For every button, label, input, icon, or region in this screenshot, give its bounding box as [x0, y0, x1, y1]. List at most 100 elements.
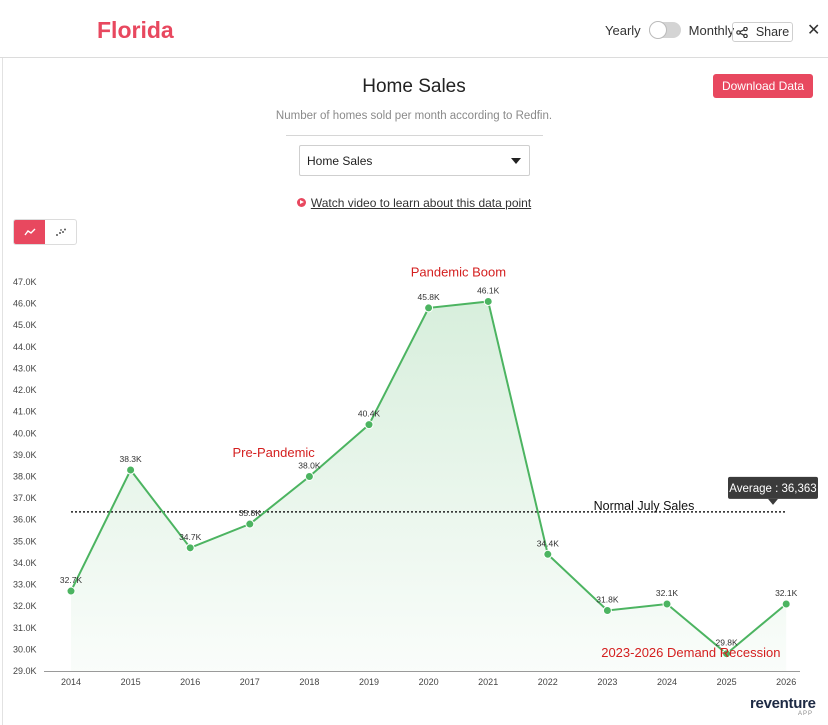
- y-axis: 29.0K 30.0K 31.0K 32.0K 33.0K 34.0K 35.0K 36.0K…: [13, 277, 37, 676]
- y-tick-label: 37.0K: [13, 493, 37, 503]
- data-point: [364, 420, 374, 430]
- title-divider: [286, 135, 543, 136]
- x-tick-label: 2023: [597, 677, 617, 687]
- data-point: [245, 519, 255, 529]
- watch-video-text: Watch video to learn about this data poi…: [310, 196, 532, 210]
- data-labels: 32.7K 38.3K 34.7K 35.8K 38.0K 40.4K 45.8K 46.1K…: [60, 285, 798, 647]
- y-tick-label: 36.0K: [13, 515, 37, 525]
- data-point: [602, 605, 612, 615]
- data-label: 32.7K: [60, 575, 83, 585]
- watch-video-link[interactable]: Watch video to learn about this data poi…: [0, 196, 828, 210]
- y-tick-label: 34.0K: [13, 558, 37, 568]
- share-icon: [736, 26, 748, 38]
- annotation-label: Pre-Pandemic: [232, 445, 315, 460]
- metric-dropdown-value: Home Sales: [307, 153, 373, 168]
- data-label: 35.8K: [239, 508, 262, 518]
- chart-panel: [2, 58, 828, 725]
- x-tick-label: 2024: [657, 677, 677, 687]
- yearly-label[interactable]: Yearly: [605, 22, 641, 38]
- scatter-view-button[interactable]: [45, 220, 76, 244]
- data-point: [483, 296, 493, 306]
- average-tooltip-box: [728, 476, 818, 499]
- x-tick-label: 2026: [776, 677, 796, 687]
- area-fill: [71, 301, 787, 671]
- y-tick-label: 35.0K: [13, 536, 37, 546]
- data-label: 38.0K: [298, 461, 321, 471]
- x-tick-label: 2020: [419, 677, 439, 687]
- y-tick-label: 31.0K: [13, 623, 37, 633]
- data-label: 38.3K: [119, 454, 142, 464]
- x-tick-label: 2015: [121, 677, 141, 687]
- chart-view-toggle: [13, 219, 77, 245]
- data-label: 32.1K: [656, 588, 679, 598]
- y-tick-label: 47.0K: [13, 277, 37, 287]
- data-label: 40.4K: [358, 409, 381, 419]
- y-tick-label: 32.0K: [13, 601, 37, 611]
- play-icon: [296, 198, 306, 208]
- caret-down-icon: [511, 158, 521, 164]
- toggle-knob: [648, 21, 667, 39]
- x-tick-label: 2021: [478, 677, 498, 687]
- data-label: 34.7K: [179, 532, 202, 542]
- annotations: Pandemic Boom Pre-Pandemic 2023-2026 Deman…: [232, 265, 780, 660]
- data-label: 46.1K: [477, 285, 500, 295]
- data-point: [781, 599, 791, 609]
- data-point: [543, 549, 553, 559]
- metric-dropdown[interactable]: Home Sales: [299, 145, 530, 176]
- y-tick-label: 33.0K: [13, 580, 37, 590]
- data-point: [126, 465, 136, 475]
- close-icon[interactable]: ✕: [807, 22, 821, 39]
- download-data-button[interactable]: Download Data: [713, 74, 813, 98]
- y-tick-label: 30.0K: [13, 644, 37, 654]
- data-point: [66, 586, 76, 596]
- chart-title: Home Sales: [362, 76, 466, 97]
- x-tick-label: 2025: [717, 677, 737, 687]
- brand-logo: reventure: [750, 695, 816, 712]
- annotation-label: 2023-2026 Demand Recession: [601, 645, 780, 660]
- y-tick-label: 45.0K: [13, 320, 37, 330]
- chart-subtitle: Number of homes sold per month according…: [275, 110, 553, 122]
- x-tick-label: 2016: [180, 677, 200, 687]
- x-tick-label: 2017: [240, 677, 260, 687]
- average-tooltip-pointer: [768, 498, 778, 505]
- data-label: 45.8K: [417, 292, 440, 302]
- scatter-chart-icon: [55, 228, 66, 236]
- y-tick-label: 43.0K: [13, 363, 37, 373]
- line-view-button[interactable]: [14, 220, 45, 244]
- y-tick-label: 38.0K: [13, 472, 37, 482]
- y-tick-label: 40.0K: [13, 428, 37, 438]
- share-button[interactable]: Share: [732, 22, 793, 42]
- data-point: [662, 599, 672, 609]
- annotation-label: Pandemic Boom: [411, 265, 506, 280]
- data-label: 32.1K: [775, 588, 798, 598]
- average-tooltip: Average : 36,363: [728, 476, 818, 505]
- y-tick-label: 39.0K: [13, 450, 37, 460]
- top-header: Florida Yearly Monthly Share ✕: [0, 0, 828, 58]
- data-point: [185, 543, 195, 553]
- share-label: Share: [755, 25, 790, 39]
- data-label: 29.8K: [715, 638, 738, 648]
- monthly-label[interactable]: Monthly: [688, 22, 735, 38]
- y-tick-label: 41.0K: [13, 407, 37, 417]
- frequency-toggle[interactable]: [648, 21, 681, 39]
- data-points: [66, 296, 791, 659]
- data-label: 31.8K: [596, 594, 619, 604]
- data-label: 34.4K: [537, 538, 560, 548]
- x-tick-label: 2019: [359, 677, 379, 687]
- data-point: [722, 649, 732, 659]
- x-tick-label: 2014: [61, 677, 81, 687]
- data-point: [304, 472, 314, 481]
- x-tick-label: 2018: [299, 677, 319, 687]
- y-tick-label: 29.0K: [13, 666, 37, 676]
- x-axis: 2014 2015 2016 2017 2018 2019 2020 2021 2022 2023…: [44, 671, 800, 687]
- frequency-toggle-group: Yearly Monthly: [605, 21, 735, 39]
- y-tick-label: 46.0K: [13, 299, 37, 309]
- state-title: Florida: [97, 17, 174, 43]
- home-sales-chart: 29.0K 30.0K 31.0K 32.0K 33.0K 34.0K 35.0K 36.0K…: [13, 265, 818, 687]
- y-tick-label: 42.0K: [13, 385, 37, 395]
- y-tick-label: 44.0K: [13, 342, 37, 352]
- data-point: [424, 303, 434, 313]
- average-tooltip-label: Average : 36,363: [729, 483, 816, 495]
- brand-logo-sub: APP: [798, 711, 814, 717]
- line-chart-icon: [23, 228, 35, 236]
